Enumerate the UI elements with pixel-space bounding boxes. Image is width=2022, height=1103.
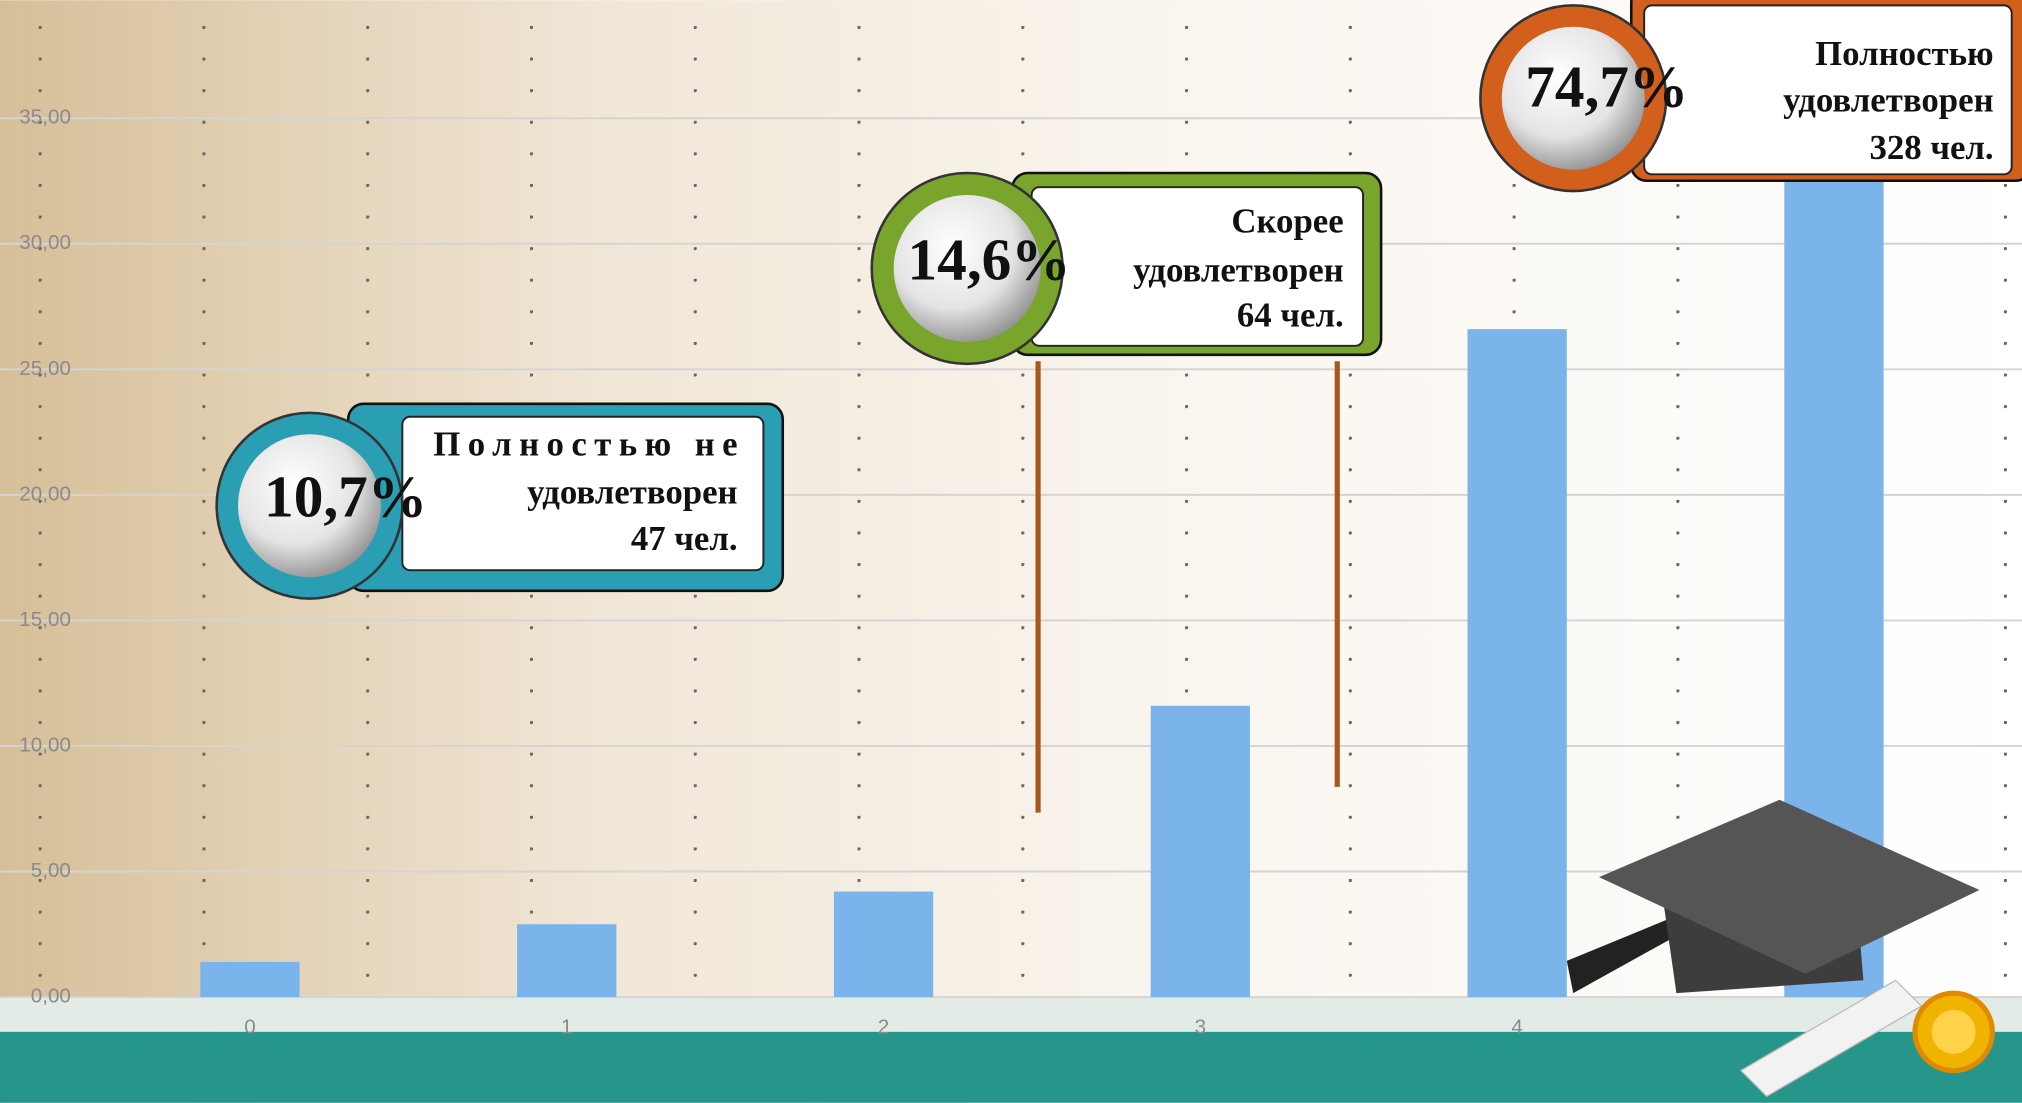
callout-text: Полностью не bbox=[433, 425, 737, 464]
badge-sphere bbox=[893, 194, 1041, 342]
callout-text: Скорее bbox=[1231, 202, 1343, 241]
callout: 10,7%Полностью не удовлетворен 47 чел. bbox=[215, 402, 785, 600]
callout: 14,6% Скорее удовлетворен 64 чел. bbox=[870, 171, 1383, 366]
callout-text: Полностью bbox=[1815, 34, 1994, 73]
y-tick-label: 5,00 bbox=[31, 859, 71, 882]
x-tick-label: 3 bbox=[1195, 1015, 1206, 1038]
badge-sphere bbox=[237, 434, 381, 578]
footer-strip bbox=[0, 997, 2022, 1032]
y-tick-label: 35,00 bbox=[19, 106, 71, 129]
callout: 74,7% Полностью удовлетворен 328 чел. bbox=[1479, 0, 2022, 193]
x-tick-label: 0 bbox=[244, 1015, 255, 1038]
y-tick-label: 0,00 bbox=[31, 984, 71, 1007]
y-tick-label: 15,00 bbox=[19, 608, 71, 631]
bar bbox=[1467, 329, 1567, 998]
y-tick-label: 20,00 bbox=[19, 482, 71, 505]
y-tick-label: 25,00 bbox=[19, 357, 71, 380]
badge-percent: 74,7% bbox=[1525, 54, 1688, 120]
x-tick-label: 1 bbox=[561, 1015, 572, 1038]
x-tick-label: 2 bbox=[878, 1015, 889, 1038]
footer-dots bbox=[0, 1060, 2022, 1068]
bar bbox=[200, 961, 300, 998]
callout-text: удовлетворен bbox=[527, 472, 738, 511]
bars bbox=[200, 163, 1884, 998]
badge-percent: 14,6% bbox=[908, 226, 1071, 292]
callout-text: удовлетворен bbox=[1133, 251, 1344, 290]
graduation-cap bbox=[1566, 799, 1995, 1098]
callout-text: удовлетворен bbox=[1783, 80, 1994, 119]
callout-text: 47 чел. bbox=[631, 519, 738, 558]
bar bbox=[833, 891, 934, 998]
y-tick-label: 30,00 bbox=[19, 231, 71, 254]
callout-text: 64 чел. bbox=[1237, 296, 1344, 335]
y-tick-label: 10,00 bbox=[19, 733, 71, 756]
callouts: 10,7%Полностью не удовлетворен 47 чел. 14,6… bbox=[215, 0, 2022, 600]
badge-sphere bbox=[1501, 26, 1645, 170]
bar bbox=[1150, 705, 1250, 998]
badge-percent: 10,7% bbox=[264, 464, 427, 530]
bar bbox=[517, 924, 617, 998]
x-tick-label: 4 bbox=[1511, 1015, 1522, 1038]
callout-text: 328 чел. bbox=[1869, 128, 1993, 167]
